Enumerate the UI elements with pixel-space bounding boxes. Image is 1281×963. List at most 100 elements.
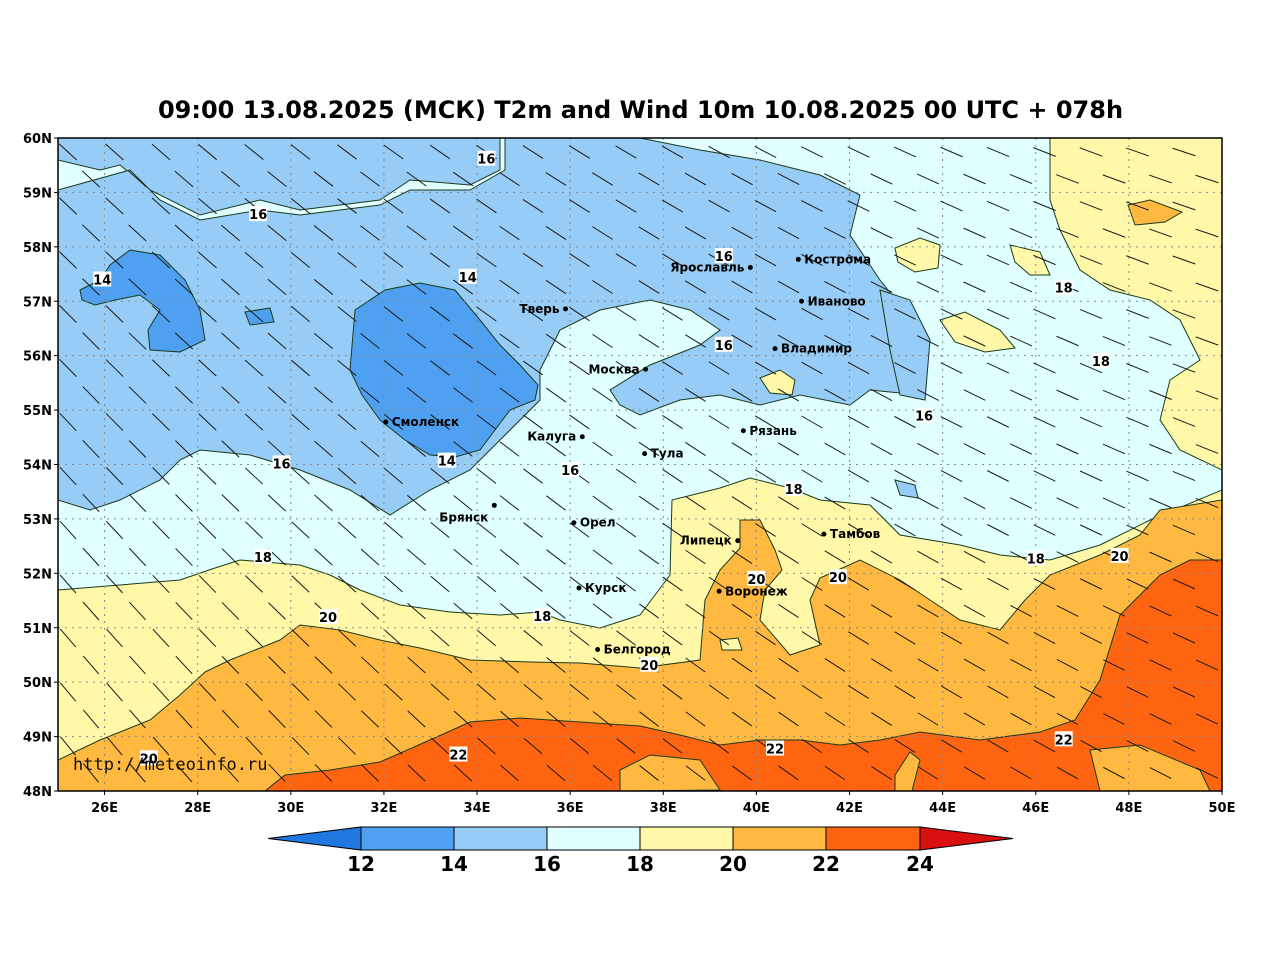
wind-barb: [824, 173, 846, 185]
wind-barb: [383, 144, 404, 160]
wind-barb: [290, 144, 311, 160]
wind-barb: [592, 387, 613, 403]
isotherm-labels: 16 16 14 14 16 18 16 18 16 16 14 16 18 18 18 20 20 20 20 18…: [93, 150, 1129, 767]
wind-barb: [175, 548, 193, 566]
wind-barb: [476, 198, 497, 214]
wind-barb: [128, 440, 147, 458]
wind-barb: [1056, 335, 1079, 347]
wind-barb: [777, 334, 800, 348]
wind-barb: [940, 739, 963, 753]
wind-barb: [174, 332, 194, 350]
wind-barb: [940, 200, 963, 212]
wind-barb: [1033, 362, 1056, 374]
wind-barb: [523, 737, 543, 755]
wind-barb: [801, 307, 823, 321]
wind-barb: [684, 280, 707, 294]
wind-barb: [1079, 362, 1103, 374]
lon-tick-label: 26E: [91, 801, 118, 816]
wind-barb: [778, 711, 799, 727]
isotherm-label-bg: [437, 452, 456, 468]
wind-barb: [453, 441, 473, 457]
wind-barb: [1056, 497, 1079, 509]
city-dot: [821, 531, 827, 537]
wind-barb: [894, 577, 916, 591]
wind-barb: [290, 305, 311, 323]
wind-barb: [592, 603, 613, 619]
wind-barb: [662, 522, 683, 538]
wind-barb: [1033, 416, 1056, 428]
wind-barb: [870, 173, 893, 185]
wind-barb: [430, 737, 450, 755]
wind-barb: [754, 199, 777, 213]
wind-barb: [407, 656, 426, 674]
wind-barb: [82, 278, 100, 296]
wind-barb: [987, 470, 1009, 482]
wind-barb: [267, 278, 287, 296]
wind-barb: [499, 495, 520, 511]
wind-barb: [615, 199, 637, 213]
isotherm-label: 14: [93, 273, 111, 288]
lon-tick-label: 28E: [184, 801, 211, 816]
isotherm-label: 20: [1111, 550, 1129, 565]
wind-barb: [592, 441, 613, 457]
wind-barb: [1079, 416, 1103, 428]
city-dot: [740, 428, 746, 434]
lon-tick-label: 34E: [464, 801, 491, 816]
wind-barb: [916, 173, 940, 185]
wind-barb: [685, 765, 706, 781]
wind-barb: [245, 683, 263, 701]
wind-barb: [1079, 524, 1103, 536]
city-dot: [642, 451, 648, 457]
wind-barb: [1126, 147, 1149, 157]
band-20-22-northeast: [1127, 199, 1184, 226]
wind-barb: [267, 494, 287, 512]
wind-barb: [987, 577, 1009, 591]
wind-barb: [1103, 713, 1125, 725]
wind-barb: [987, 524, 1009, 536]
wind-barb: [824, 280, 846, 294]
wind-barb: [174, 170, 194, 188]
wind-barb: [824, 550, 846, 564]
wind-barb: [152, 736, 170, 756]
wind-barb: [847, 200, 870, 212]
city-label: Брянск: [439, 510, 488, 524]
wind-barb: [384, 737, 403, 755]
lon-tick-label: 42E: [836, 801, 863, 816]
wind-barb: [500, 764, 519, 782]
wind-barb: [1102, 174, 1126, 184]
wind-barb: [708, 307, 730, 321]
wind-barb: [684, 172, 707, 186]
wind-barb: [755, 523, 776, 537]
wind-barb: [314, 656, 333, 674]
wind-barb: [406, 441, 427, 457]
wind-barb: [383, 306, 404, 322]
wind-barb: [801, 469, 823, 483]
wind-barb: [291, 575, 310, 593]
isotherm-label: 14: [459, 271, 477, 286]
wind-barb: [963, 227, 986, 239]
wind-barb: [105, 466, 124, 486]
wind-barb: [824, 765, 846, 781]
wind-barb: [1056, 712, 1079, 726]
wind-barb: [82, 439, 100, 459]
wind-barb: [152, 682, 170, 702]
wind-barb: [1103, 659, 1125, 671]
wind-barb: [569, 360, 590, 376]
wind-barb: [59, 682, 77, 702]
wind-barb: [963, 281, 986, 293]
wind-barb: [337, 629, 357, 647]
wind-barb: [870, 335, 893, 347]
wind-barb: [383, 414, 404, 430]
wind-barb: [615, 253, 637, 267]
wind-barb: [105, 197, 124, 215]
wind-barb: [360, 710, 380, 728]
city-dot: [563, 306, 569, 312]
wind-barb: [59, 359, 77, 377]
isotherm-label-bg: [640, 656, 659, 672]
wind-barb: [1126, 309, 1149, 319]
isotherm-label-bg: [561, 461, 580, 477]
wind-barb: [453, 333, 473, 349]
wind-barb: [731, 172, 753, 186]
isotherm-label: 18: [254, 551, 272, 566]
